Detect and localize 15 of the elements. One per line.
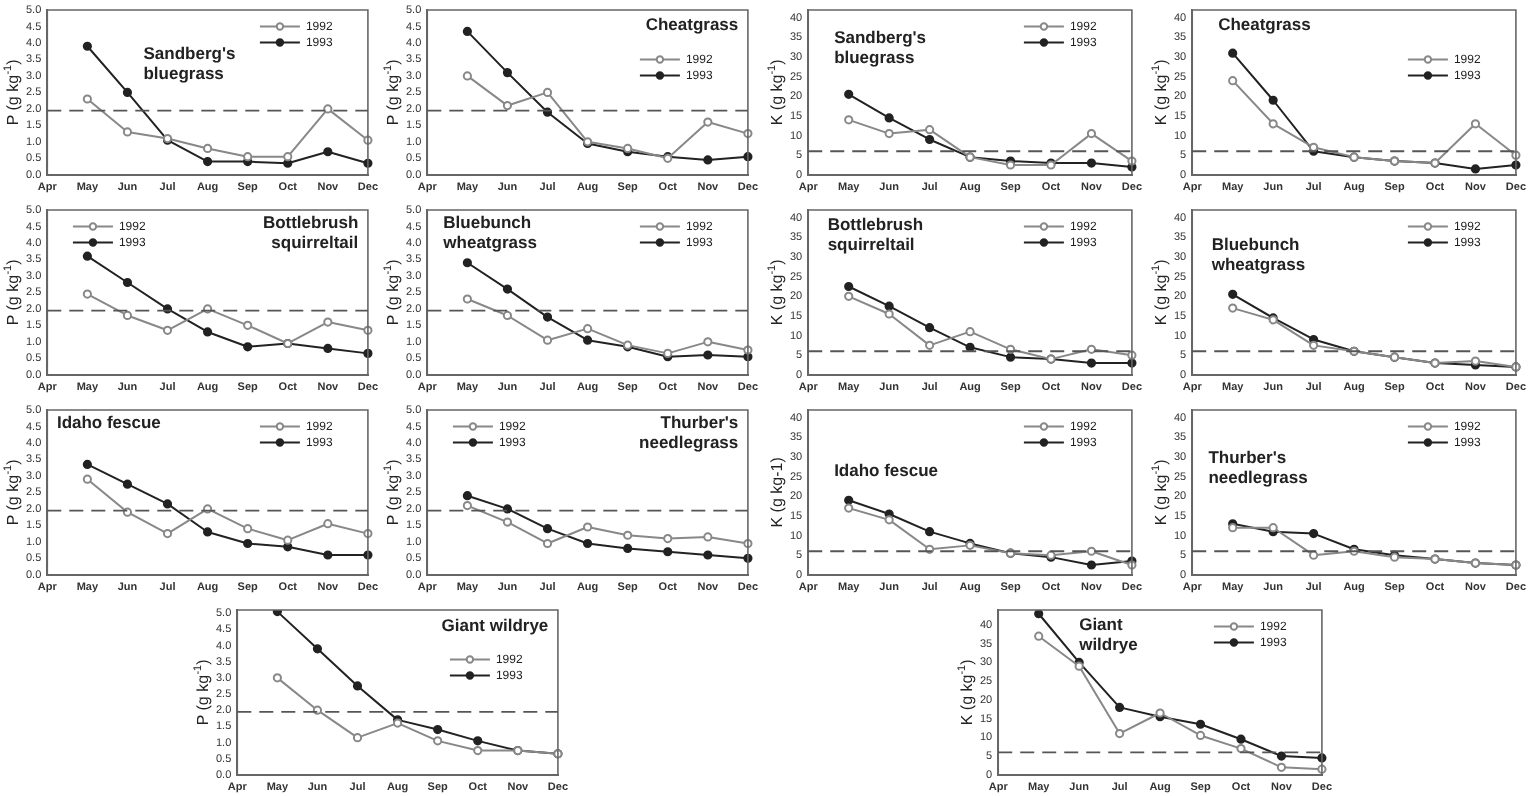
text: Thurber's needlegrass [1208, 446, 1309, 487]
text: Thurber's needlegrass [639, 412, 739, 453]
text: Bottlebrush squirreltail [827, 213, 924, 254]
text: Bluebunch wheatgrass [441, 212, 538, 253]
chart-title: Idaho fescue [56, 412, 162, 433]
chart-title: Giant wildrye [441, 615, 549, 636]
chart-title: Cheatgrass [1218, 13, 1312, 34]
text: Sandberg's bluegrass [143, 43, 236, 84]
text: Bottlebrush squirreltail [262, 212, 359, 253]
y-axis-title: K (g kg-1) [768, 456, 787, 528]
text: Giant wildrye [1077, 613, 1139, 654]
text: Idaho fescue [834, 459, 939, 480]
chart-title: Cheatgrass [645, 13, 739, 34]
text: Bluebunch wheatgrass [1209, 233, 1306, 274]
text: Sandberg's bluegrass [834, 26, 927, 67]
